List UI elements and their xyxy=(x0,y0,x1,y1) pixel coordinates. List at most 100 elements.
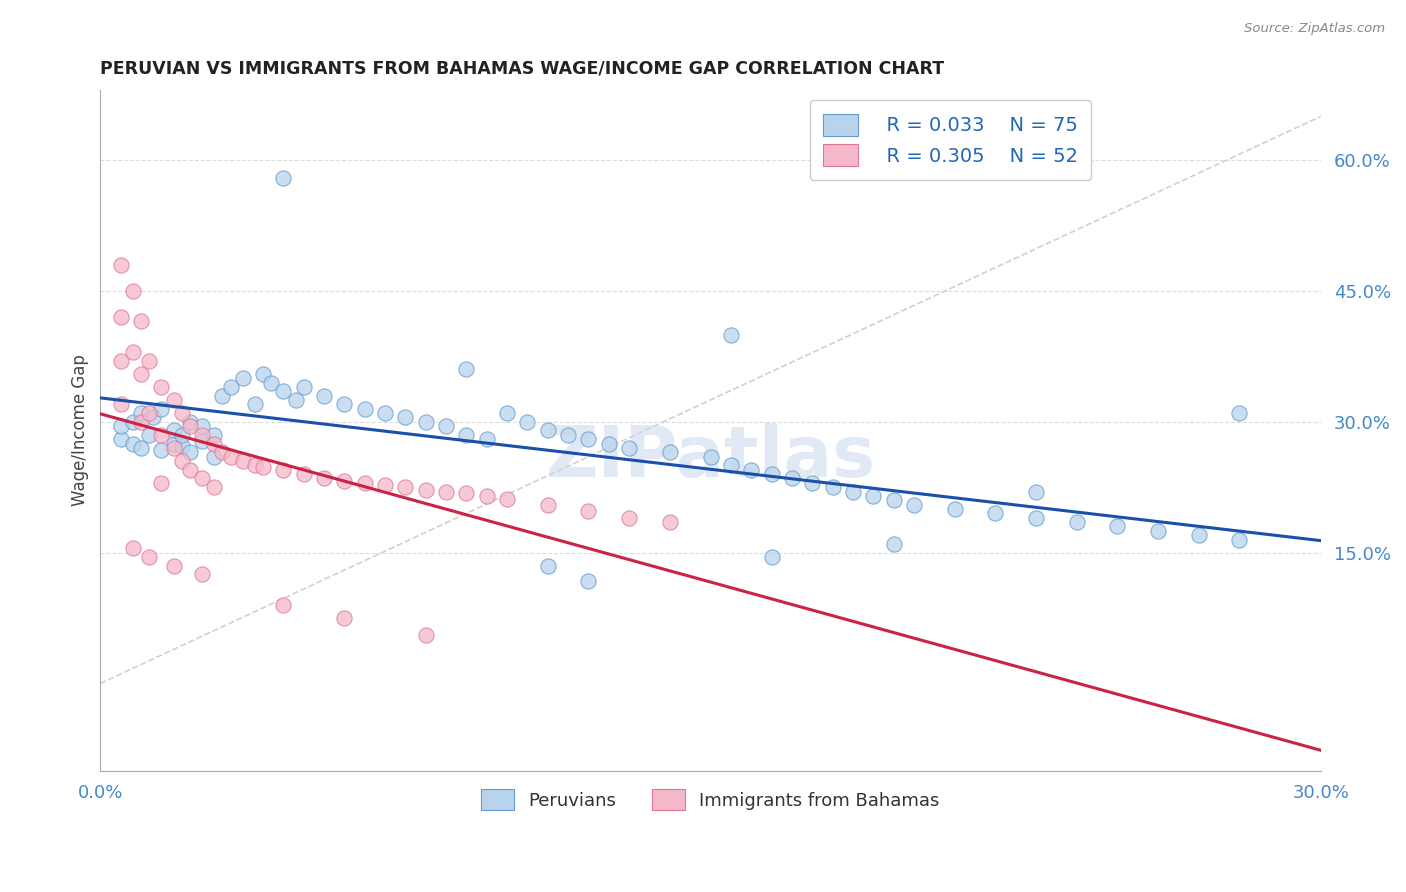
Point xyxy=(110,310,132,324)
Point xyxy=(943,502,966,516)
Point xyxy=(578,504,600,518)
Point xyxy=(232,454,254,468)
Point xyxy=(162,392,184,407)
Point xyxy=(720,327,742,342)
Point xyxy=(374,406,396,420)
Point xyxy=(170,454,193,468)
Point xyxy=(170,439,193,453)
Point xyxy=(129,406,152,420)
Point xyxy=(191,567,214,582)
Point xyxy=(179,419,201,434)
Point xyxy=(191,434,214,448)
Point xyxy=(202,450,225,464)
Point xyxy=(434,419,457,434)
Point xyxy=(138,406,160,420)
Point xyxy=(179,463,201,477)
Point xyxy=(761,467,783,481)
Point xyxy=(353,401,375,416)
Point xyxy=(202,436,225,450)
Point xyxy=(211,445,233,459)
Point xyxy=(110,432,132,446)
Point xyxy=(138,549,160,564)
Point xyxy=(284,392,307,407)
Point xyxy=(179,445,201,459)
Point xyxy=(984,507,1007,521)
Point xyxy=(138,427,160,442)
Point xyxy=(179,415,201,429)
Point xyxy=(252,460,274,475)
Point xyxy=(252,367,274,381)
Point xyxy=(394,410,416,425)
Point xyxy=(142,410,165,425)
Point xyxy=(191,471,214,485)
Text: PERUVIAN VS IMMIGRANTS FROM BAHAMAS WAGE/INCOME GAP CORRELATION CHART: PERUVIAN VS IMMIGRANTS FROM BAHAMAS WAGE… xyxy=(100,60,945,78)
Point xyxy=(761,549,783,564)
Point xyxy=(162,558,184,573)
Point xyxy=(883,493,905,508)
Point xyxy=(1227,406,1250,420)
Point xyxy=(273,463,295,477)
Point xyxy=(617,510,640,524)
Point xyxy=(740,463,762,477)
Point xyxy=(598,436,620,450)
Point xyxy=(821,480,844,494)
Point xyxy=(658,445,681,459)
Point xyxy=(617,441,640,455)
Point xyxy=(129,415,152,429)
Point xyxy=(374,477,396,491)
Point xyxy=(537,558,560,573)
Point xyxy=(273,170,295,185)
Point xyxy=(456,427,478,442)
Point xyxy=(243,397,266,411)
Point xyxy=(150,380,173,394)
Point xyxy=(312,471,335,485)
Point xyxy=(578,574,600,588)
Point xyxy=(211,388,233,402)
Point xyxy=(415,415,437,429)
Point xyxy=(415,628,437,642)
Legend: Peruvians, Immigrants from Bahamas: Peruvians, Immigrants from Bahamas xyxy=(468,777,952,823)
Point xyxy=(219,450,242,464)
Point xyxy=(162,436,184,450)
Point xyxy=(903,498,925,512)
Point xyxy=(110,419,132,434)
Point xyxy=(122,541,145,556)
Point xyxy=(110,397,132,411)
Point xyxy=(1188,528,1211,542)
Point xyxy=(273,598,295,612)
Point xyxy=(243,458,266,473)
Point xyxy=(537,498,560,512)
Point xyxy=(1025,484,1047,499)
Point xyxy=(191,419,214,434)
Point xyxy=(333,474,356,488)
Point xyxy=(129,441,152,455)
Point xyxy=(1025,510,1047,524)
Point xyxy=(1227,533,1250,547)
Point xyxy=(456,362,478,376)
Point xyxy=(122,415,145,429)
Point xyxy=(475,432,498,446)
Point xyxy=(150,475,173,490)
Point xyxy=(537,424,560,438)
Point xyxy=(273,384,295,399)
Point xyxy=(232,371,254,385)
Point xyxy=(150,401,173,416)
Point xyxy=(150,427,173,442)
Point xyxy=(1066,515,1088,529)
Point xyxy=(162,424,184,438)
Point xyxy=(699,450,721,464)
Point xyxy=(170,406,193,420)
Point xyxy=(842,484,865,499)
Point xyxy=(202,480,225,494)
Point xyxy=(170,427,193,442)
Point xyxy=(1147,524,1170,538)
Point xyxy=(496,491,519,506)
Point xyxy=(110,353,132,368)
Point xyxy=(883,537,905,551)
Point xyxy=(191,427,214,442)
Point xyxy=(150,442,173,457)
Point xyxy=(801,475,824,490)
Point xyxy=(333,611,356,625)
Point xyxy=(394,480,416,494)
Point xyxy=(312,388,335,402)
